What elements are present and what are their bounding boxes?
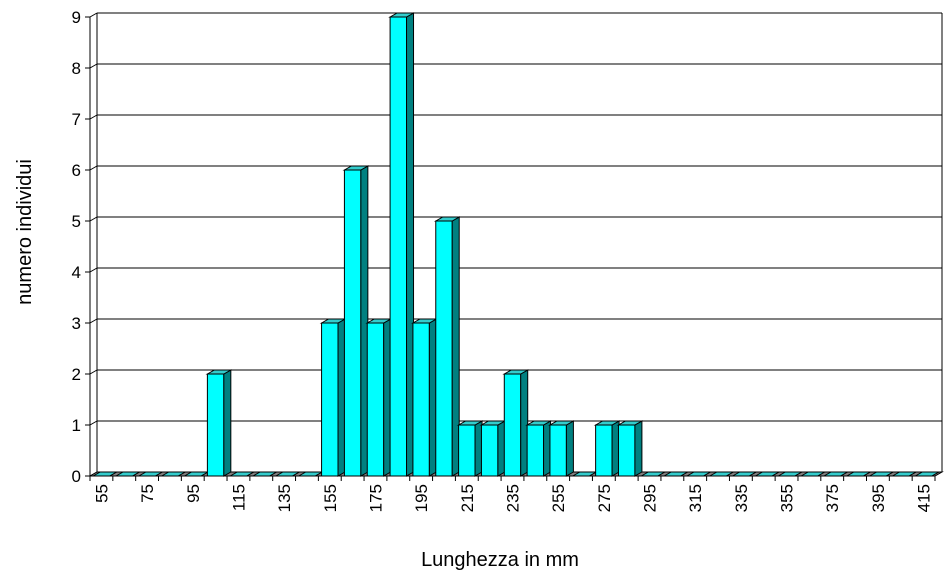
- bar-top: [525, 420, 553, 426]
- bar-side: [634, 420, 643, 477]
- x-tick-label: 315: [686, 484, 705, 512]
- grid-line-depth: [89, 318, 98, 324]
- bar-top: [616, 420, 644, 426]
- x-tick-label: 155: [321, 484, 340, 512]
- y-tick-label: 1: [72, 416, 81, 435]
- bar-front: [366, 322, 385, 477]
- bar: [456, 420, 484, 477]
- bar-front: [206, 373, 225, 477]
- bar: [479, 420, 507, 477]
- bars: [91, 12, 941, 477]
- x-tick-label: 415: [915, 484, 934, 512]
- x-tick-label: 175: [366, 484, 385, 512]
- bar-top: [205, 369, 233, 375]
- bar-front: [321, 322, 339, 477]
- bar: [388, 12, 416, 477]
- y-tick-label: 3: [72, 314, 81, 333]
- bar-top: [593, 420, 621, 426]
- y-axis-title: numero individui: [14, 159, 36, 305]
- grid-line-depth: [89, 267, 98, 273]
- bar: [411, 318, 439, 477]
- y-tick-label: 4: [72, 263, 81, 282]
- bar-top: [342, 165, 370, 171]
- bar-front: [458, 424, 476, 477]
- x-tick-label: 395: [869, 484, 888, 512]
- bar: [433, 216, 462, 477]
- bar-front: [595, 424, 613, 477]
- x-tick-label: 335: [732, 484, 751, 512]
- bar-top: [548, 420, 576, 426]
- x-tick-label: 255: [549, 484, 568, 512]
- bar: [502, 369, 530, 477]
- grid-line-depth: [89, 369, 98, 375]
- x-tick-label: 275: [595, 484, 614, 512]
- y-tick-labels: 0 1 2 3 4 5 6 7 8 9: [72, 8, 81, 486]
- bar-front: [480, 424, 499, 477]
- x-tick-label: 355: [778, 484, 797, 512]
- x-axis-title: Lunghezza in mm: [421, 549, 579, 571]
- bar-front: [617, 424, 636, 477]
- x-tick-label: 95: [184, 484, 203, 503]
- bar: [593, 420, 621, 477]
- bar-top: [502, 369, 530, 375]
- grid-line-depth: [89, 165, 98, 171]
- bar: [205, 369, 233, 477]
- x-tick-label: 75: [138, 484, 157, 503]
- bar-front: [549, 424, 567, 477]
- x-tick-label: 235: [504, 484, 523, 512]
- grid-line-depth: [89, 63, 98, 69]
- bar-front: [343, 169, 362, 477]
- y-tick-label: 0: [72, 467, 81, 486]
- bar-front: [526, 424, 545, 477]
- bar: [548, 420, 576, 477]
- x-tick-label: 215: [458, 484, 477, 512]
- bar-front: [412, 322, 430, 477]
- bar: [342, 165, 370, 477]
- bar: [365, 318, 393, 477]
- bar-side: [565, 420, 574, 477]
- grid-line-depth: [89, 12, 98, 18]
- y-tick-label: 7: [72, 110, 81, 129]
- x-tick-label: 375: [823, 484, 842, 512]
- bar-top: [433, 216, 462, 222]
- bar-front: [503, 373, 522, 477]
- grid-line-depth: [89, 420, 98, 426]
- x-tick-label: 295: [641, 484, 660, 512]
- x-tick-label: 195: [412, 484, 431, 512]
- bar-side: [223, 369, 232, 477]
- y-tick-label: 9: [72, 8, 81, 27]
- grid-line-depth: [89, 114, 98, 120]
- bar-top: [456, 420, 484, 426]
- y-tick-label: 5: [72, 212, 81, 231]
- bar-front: [389, 16, 408, 477]
- x-tick-label: 115: [229, 484, 248, 511]
- axes: [85, 16, 936, 481]
- bar: [525, 420, 553, 477]
- grid-line-depth: [89, 216, 98, 222]
- y-tick-label: 6: [72, 161, 81, 180]
- x-tick-label: 135: [275, 484, 294, 512]
- y-tick-label: 8: [72, 59, 81, 78]
- bar-front: [435, 220, 453, 477]
- y-tick-label: 2: [72, 365, 81, 384]
- x-tick-labels: 55 75 95 115 135 155 175 195 215 235 255 275 295 315 3…: [92, 484, 933, 512]
- bar: [616, 420, 644, 477]
- bar-top: [388, 12, 416, 18]
- x-tick-label: 55: [92, 484, 111, 503]
- bar: [319, 318, 347, 477]
